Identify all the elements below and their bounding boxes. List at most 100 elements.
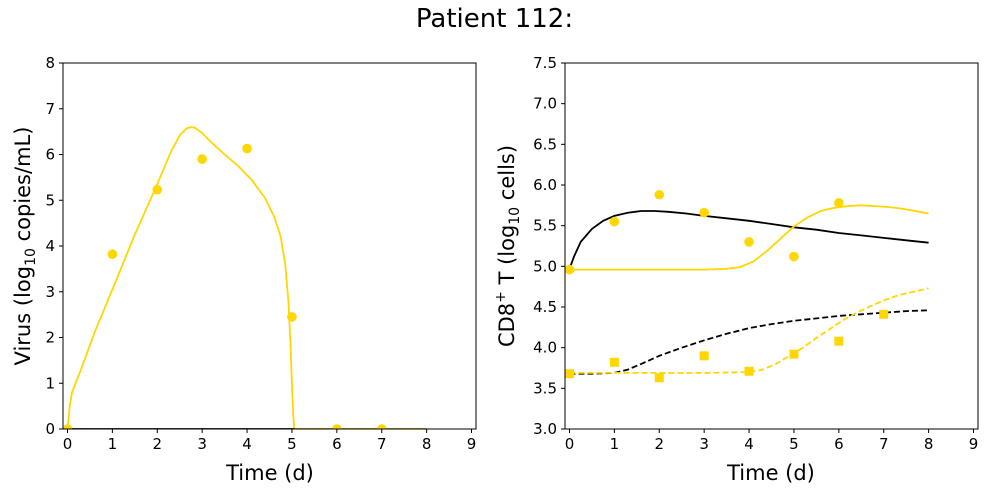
virus-ylabel: Virus (log10 copies/mL) bbox=[11, 127, 39, 366]
virus-panel: Time (d) Virus (log10 copies/mL) 0 1 2 3 4 5 6… bbox=[11, 54, 477, 485]
cd8-panel-xtick: 8 bbox=[924, 429, 934, 453]
cd8-panel-ytick: 5.5 bbox=[533, 217, 565, 235]
cd8-panel-xtick-label: 8 bbox=[924, 435, 934, 453]
cd8-panel-xtick: 7 bbox=[879, 429, 889, 453]
cd8-panel-xtick-label: 4 bbox=[744, 435, 754, 453]
virus-panel-xtick-label: 5 bbox=[287, 435, 297, 453]
virus-panel-ytick-label: 4 bbox=[45, 237, 55, 255]
virus-panel-ytick: 6 bbox=[45, 146, 63, 164]
cd8-panel-ytick: 6.5 bbox=[533, 135, 565, 153]
virus-panel-xtick-label: 4 bbox=[242, 435, 252, 453]
virus-panel-xtick: 5 bbox=[287, 429, 297, 453]
virus-panel-circle-point bbox=[152, 184, 163, 195]
cd8-panel-ytick-label: 7.5 bbox=[533, 54, 557, 72]
cd8-panel-ytick: 7.0 bbox=[533, 95, 565, 113]
virus-panel-xtick: 1 bbox=[108, 429, 118, 453]
cd8-panel-xtick: 0 bbox=[565, 429, 575, 453]
cd8-panel-ytick: 6.0 bbox=[533, 176, 565, 194]
cd8-xlabel: Time (d) bbox=[726, 461, 815, 485]
cd8-panel-xtick: 5 bbox=[789, 429, 799, 453]
virus-panel-xtick: 7 bbox=[377, 429, 387, 453]
cd8-panel-circle-point bbox=[699, 207, 709, 218]
virus-panel-xtick-label: 9 bbox=[467, 435, 477, 453]
virus-panel-ytick-label: 3 bbox=[45, 283, 55, 301]
cd8-panel-xtick: 4 bbox=[744, 429, 754, 453]
cd8-panel-circle-point bbox=[609, 216, 620, 227]
cd8-panel-xtick-label: 7 bbox=[879, 435, 889, 453]
cd8-panel-xtick: 1 bbox=[610, 429, 620, 453]
cd8-panel-xtick-label: 6 bbox=[834, 435, 844, 453]
virus-panel-ytick-label: 1 bbox=[45, 374, 55, 392]
virus-panel-ytick-label: 5 bbox=[45, 191, 55, 209]
cd8-panel-line-0 bbox=[568, 210, 929, 270]
virus-panel-ytick: 1 bbox=[45, 374, 63, 392]
cd8-panel-square-point bbox=[744, 366, 754, 376]
virus-panel-xtick-label: 2 bbox=[152, 435, 162, 453]
cd8-panel-ytick-label: 5.5 bbox=[533, 217, 557, 235]
virus-panel-xtick: 9 bbox=[467, 429, 477, 453]
cd8-panel-ytick-label: 4.0 bbox=[533, 339, 557, 357]
cd8-panel-ytick-label: 3.5 bbox=[533, 379, 557, 397]
cd8-panel-xtick-label: 2 bbox=[654, 435, 664, 453]
cd8-panel: Time (d) CD8+ T (log10 cells) 0 1 2 3 4 5 6 7 8 9… bbox=[493, 54, 979, 485]
cd8-panel-ytick-label: 5.0 bbox=[533, 257, 557, 275]
virus-panel-xtick: 3 bbox=[197, 429, 207, 453]
cd8-panel-xtick: 3 bbox=[699, 429, 709, 453]
virus-panel-line-0 bbox=[66, 126, 296, 429]
cd8-panel-xtick-label: 3 bbox=[699, 435, 709, 453]
cd8-panel-xtick: 6 bbox=[834, 429, 844, 453]
virus-panel-xtick-label: 6 bbox=[332, 435, 342, 453]
cd8-panel-ytick-label: 3.0 bbox=[533, 420, 557, 438]
virus-panel-xtick-label: 7 bbox=[377, 435, 387, 453]
virus-panel-xtick: 6 bbox=[332, 429, 342, 453]
cd8-panel-circle-point bbox=[789, 251, 799, 262]
cd8-panel-ytick: 3.5 bbox=[533, 379, 565, 397]
cd8-panel-xtick-label: 9 bbox=[969, 435, 979, 453]
cd8-panel-xtick: 9 bbox=[969, 429, 979, 453]
virus-panel-xtick: 0 bbox=[63, 429, 73, 453]
cd8-panel-ytick: 5.0 bbox=[533, 257, 565, 275]
cd8-panel-frame bbox=[564, 62, 979, 430]
virus-panel-xtick-label: 1 bbox=[108, 435, 118, 453]
cd8-panel-line-3 bbox=[569, 287, 929, 374]
cd8-panel-square-point bbox=[699, 351, 709, 361]
cd8-panel-circle-point bbox=[654, 189, 665, 200]
virus-panel-circle-point bbox=[107, 249, 118, 260]
virus-panel-ytick: 0 bbox=[45, 420, 63, 438]
cd8-panel-xtick: 2 bbox=[654, 429, 664, 453]
cd8-panel-square-point bbox=[565, 369, 574, 379]
cd8-panel-circle-point bbox=[834, 198, 844, 208]
cd8-panel-ytick-label: 7.0 bbox=[533, 95, 557, 113]
virus-panel-circle-point bbox=[376, 424, 387, 429]
virus-panel-xtick-label: 0 bbox=[63, 435, 73, 453]
virus-panel-frame bbox=[62, 62, 477, 430]
cd8-panel-square-point bbox=[789, 349, 799, 359]
virus-panel-ytick: 2 bbox=[45, 329, 63, 347]
virus-panel-ytick-label: 8 bbox=[45, 54, 55, 72]
virus-panel-xtick-label: 8 bbox=[422, 435, 432, 453]
virus-panel-circle-point bbox=[287, 312, 297, 322]
cd8-panel-square-point bbox=[834, 336, 844, 346]
virus-panel-xtick: 4 bbox=[242, 429, 252, 453]
virus-panel-ytick: 4 bbox=[45, 237, 63, 255]
virus-panel-ytick-label: 7 bbox=[45, 100, 55, 118]
figure-title: Patient 112: bbox=[415, 4, 574, 34]
cd8-panel-circle-point bbox=[744, 237, 754, 247]
cd8-panel-line-2 bbox=[569, 309, 929, 375]
cd8-panel-ytick-label: 6.5 bbox=[533, 135, 557, 153]
cd8-panel-ytick-label: 6.0 bbox=[533, 176, 557, 194]
virus-panel-xtick: 2 bbox=[152, 429, 162, 453]
cd8-panel-xtick-label: 0 bbox=[565, 435, 575, 453]
virus-panel-circle-point bbox=[63, 424, 73, 429]
cd8-panel-ytick-label: 4.5 bbox=[533, 298, 557, 316]
cd8-panel-circle-point bbox=[565, 264, 575, 275]
cd8-panel-series bbox=[565, 189, 929, 383]
cd8-panel-xtick-label: 1 bbox=[610, 435, 620, 453]
virus-panel-ytick: 8 bbox=[45, 54, 63, 72]
cd8-panel-ytick: 4.5 bbox=[533, 298, 565, 316]
cd8-ylabel: CD8+ T (log10 cells) bbox=[493, 145, 523, 347]
cd8-panel-square-point bbox=[879, 309, 889, 319]
virus-panel-xtick-label: 3 bbox=[197, 435, 207, 453]
cd8-panel-ytick: 7.5 bbox=[533, 54, 565, 72]
